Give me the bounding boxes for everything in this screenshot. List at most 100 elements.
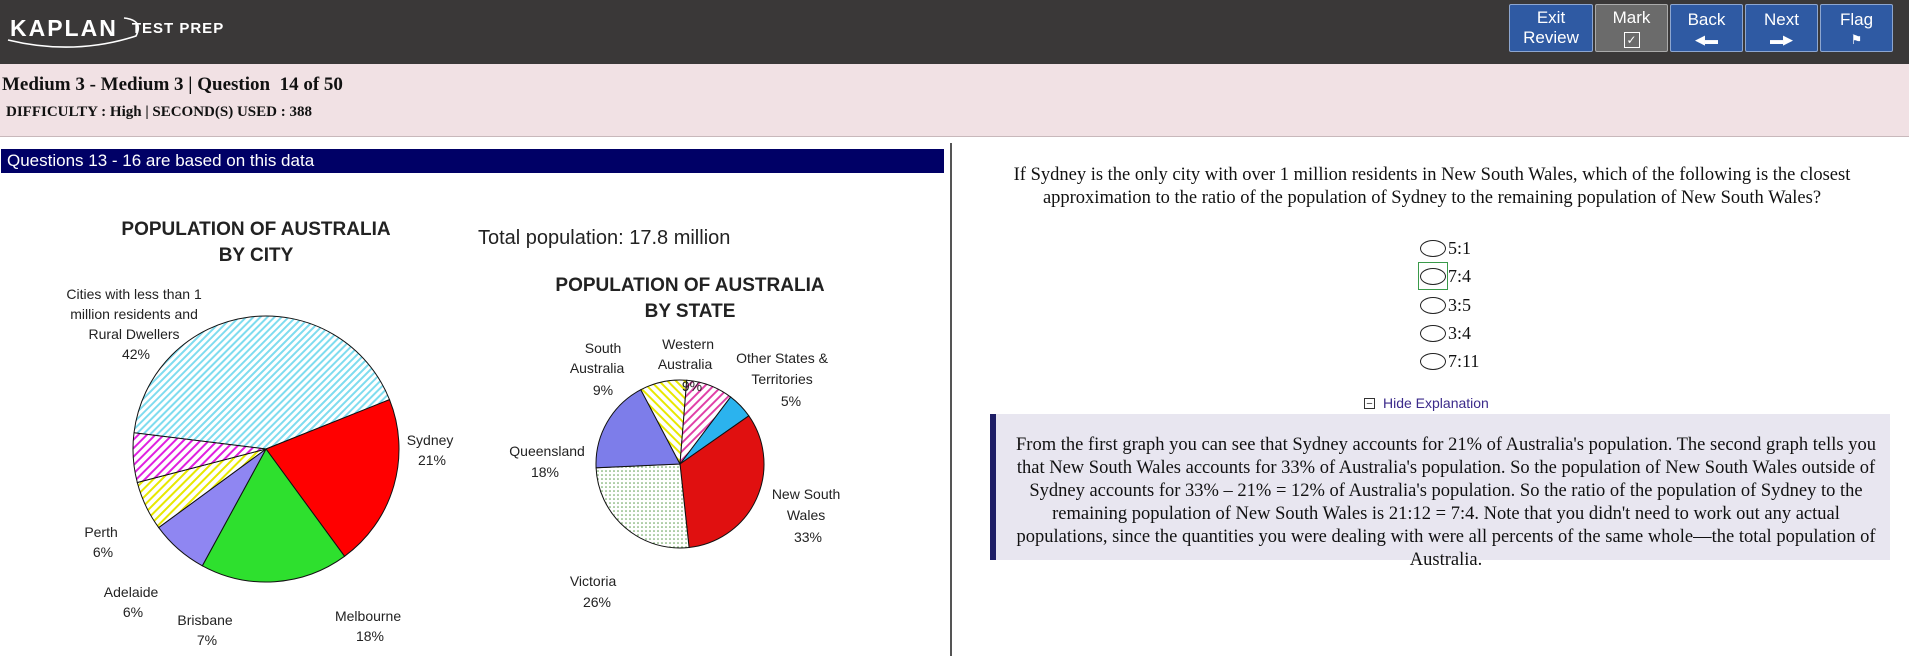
exit-label: Exit [1536,8,1566,27]
arrow-right-icon: ▬▶ [1770,31,1793,47]
city-label-brisbane-pct: 7% [197,632,217,648]
state-slice-queensland [595,389,681,469]
city-slice-perth [132,432,267,484]
city-label-perth-name: Perth [84,524,117,540]
state-label-wa-l2: Australia [658,356,713,372]
city-label-cities-l2: million residents and [70,306,198,322]
state-label-other-pct: 5% [781,393,801,409]
city-label-adelaide-name: Adelaide [104,584,159,600]
choice-a-radio[interactable] [1418,234,1448,262]
state-label-sa-l2: Australia [570,360,625,376]
city-label-cities-pct: 42% [122,346,150,362]
state-label-nsw-l2: Wales [787,507,825,523]
city-label-perth-pct: 6% [93,544,113,560]
next-label: Next [1764,9,1799,29]
choice-e-radio[interactable] [1418,347,1448,375]
kaplan-logo: KAPLAN TEST PREP [7,8,225,48]
state-label-qld-name: Queensland [509,443,585,459]
state-label-other-l2: Territories [751,371,812,387]
state-slice-western-australia [679,379,732,466]
city-label-perth: Perth 6% [84,524,121,560]
state-chart-title-line1: POPULATION OF AUSTRALIA [555,275,824,296]
city-slice-sydney [265,398,400,558]
city-label-sydney-name: Sydney [407,432,454,448]
state-label-other-l1: Other States & [736,350,828,366]
state-label-sa-l1: South [585,340,622,356]
state-pie-chart [595,379,765,549]
city-label-adelaide: Adelaide 6% [104,584,162,620]
exit-review-button[interactable]: Exit Review [1509,4,1593,52]
city-label-brisbane-name: Brisbane [177,612,232,628]
back-button[interactable]: Back ◀▬ [1670,4,1743,52]
top-bar: KAPLAN TEST PREP Exit Review Mark ✓ Back… [0,0,1909,64]
city-label-cities-l3: Rural Dwellers [89,326,180,342]
state-label-vic: Victoria 26% [570,573,620,610]
city-label-sydney-pct: 21% [418,452,446,468]
state-slice-new-south-wales [679,415,765,549]
hide-explanation-label: Hide Explanation [1383,395,1489,411]
state-label-nsw: New South Wales 33% [772,486,844,545]
back-label: Back [1687,9,1726,29]
difficulty-info: DIFFICULTY : High | SECOND(S) USED : 388 [6,104,312,120]
next-button[interactable]: Next ▬▶ [1745,4,1818,52]
city-label-cities: Cities with less than 1 million resident… [66,286,205,362]
arrow-left-icon: ◀▬ [1695,31,1718,47]
mark-label: Mark [1612,8,1651,27]
city-slice-cities-with-less-than-1-million-residents-and-rural-dwellers [133,315,391,450]
radio-icon [1419,239,1446,257]
state-label-sa-pct: 9% [593,382,613,398]
choice-c-radio[interactable] [1418,291,1448,319]
choice-b-radio[interactable] [1418,262,1448,290]
city-label-melbourne-pct: 18% [356,628,384,644]
city-label-adelaide-pct: 6% [123,604,143,620]
state-slice-victoria [595,463,690,549]
city-slice-melbourne [201,448,346,583]
choice-d-radio[interactable] [1418,319,1448,347]
flag-label: Flag [1839,9,1874,29]
flag-button[interactable]: Flag ⚑ [1820,4,1893,52]
charts-area: POPULATION OF AUSTRALIA BY CITY Cities w… [66,219,844,648]
city-label-brisbane: Brisbane 7% [177,612,236,648]
radio-icon [1419,352,1446,370]
mark-button[interactable]: Mark ✓ [1595,4,1668,52]
flag-icon: ⚑ [1850,31,1863,47]
choice-d[interactable]: 3:4 [1418,319,1471,347]
choice-b[interactable]: 7:4 [1418,262,1471,290]
radio-icon [1419,267,1446,285]
review-label: Review [1523,28,1579,47]
city-chart-title-line1: POPULATION OF AUSTRALIA [121,219,390,240]
collapse-icon: − [1364,397,1375,409]
question-header: Medium 3 - Medium 3 | Question 14 of 50 … [0,64,1909,137]
explanation-box: From the first graph you can see that Sy… [990,414,1890,570]
logo-text: KAPLAN [10,14,118,41]
logo-subtext: TEST PREP [131,19,225,37]
checkbox-checked-icon: ✓ [1623,32,1640,48]
hide-explanation-link[interactable]: − Hide Explanation [1364,395,1489,411]
choice-e-label: 7:11 [1448,350,1480,371]
radio-icon [1419,324,1446,342]
state-label-qld-pct: 18% [531,464,559,480]
choice-d-label: 3:4 [1448,322,1472,343]
choice-c[interactable]: 3:5 [1418,291,1471,319]
total-population: Total population: 17.8 million [478,227,730,249]
state-label-nsw-pct: 33% [794,529,822,545]
state-label-wa-pct: 9% [682,378,702,394]
data-banner: Questions 13 - 16 are based on this data [1,149,944,173]
choice-e[interactable]: 7:11 [1418,347,1479,375]
choice-a[interactable]: 5:1 [1418,234,1471,262]
city-label-melbourne-name: Melbourne [335,608,401,624]
city-chart-title-line2: BY CITY [219,245,294,266]
state-label-other: Other States & Territories 5% [736,350,832,409]
state-chart-title-line2: BY STATE [645,301,736,322]
state-label-nsw-l1: New South [772,486,840,502]
logo-swoosh-icon [7,17,140,48]
explanation-text: From the first graph you can see that Sy… [1016,435,1876,570]
state-label-vic-name: Victoria [570,573,617,589]
choice-a-label: 5:1 [1448,237,1472,258]
state-label-wa: Western Australia 9% [658,336,718,394]
question-panel: If Sydney is the only city with over 1 m… [952,143,1909,656]
nav-buttons: Exit Review Mark ✓ Back ◀▬ Next ▬▶ Flag … [1509,4,1895,54]
data-panel: Questions 13 - 16 are based on this data [0,143,952,656]
state-label-vic-pct: 26% [583,594,611,610]
city-pie-chart [132,315,400,583]
